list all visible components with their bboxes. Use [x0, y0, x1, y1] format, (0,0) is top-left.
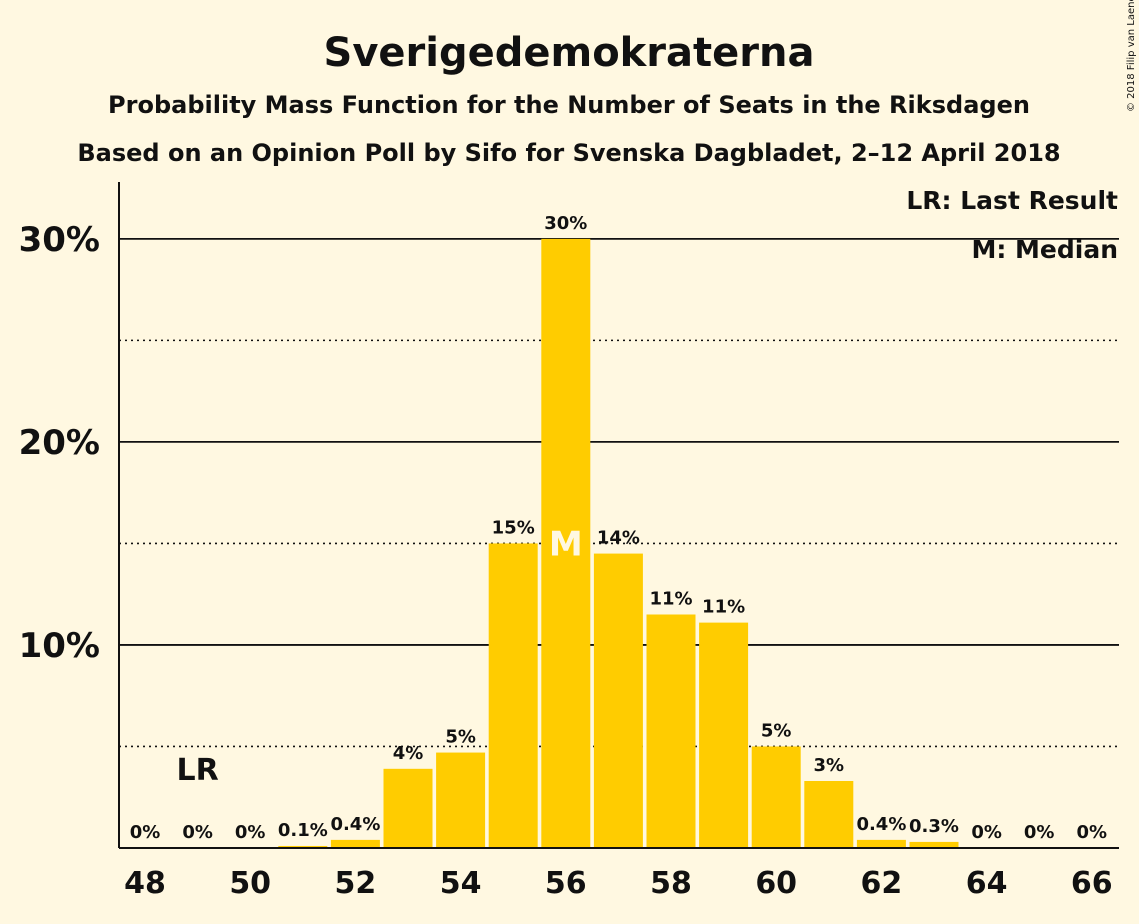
- data-label: 0.4%: [330, 814, 380, 835]
- data-label: 0%: [971, 822, 1002, 843]
- x-tick-label: 54: [440, 866, 482, 901]
- data-label: 4%: [393, 743, 424, 764]
- data-label: 5%: [761, 720, 792, 741]
- data-label: 0.3%: [909, 816, 959, 837]
- data-label: 15%: [492, 517, 535, 538]
- data-label: 3%: [814, 755, 845, 776]
- chart-subtitle-2: Based on an Opinion Poll by Sifo for Sve…: [77, 139, 1060, 167]
- x-tick-label: 66: [1071, 866, 1113, 901]
- x-tick-label: 62: [861, 866, 903, 901]
- bar: [751, 746, 801, 848]
- legend-median: M: Median: [971, 235, 1118, 264]
- y-tick-labels: 10% 20% 30%: [19, 220, 100, 666]
- bar: [804, 780, 854, 848]
- x-tick-label: 58: [650, 866, 692, 901]
- data-label: 0%: [235, 822, 266, 843]
- axes: [118, 182, 1119, 849]
- x-tick-label: 50: [229, 866, 271, 901]
- bar: [383, 768, 433, 848]
- y-tick-label: 30%: [19, 220, 100, 260]
- bar: [856, 839, 906, 848]
- data-label: 30%: [544, 213, 587, 234]
- data-label: 0.4%: [856, 814, 906, 835]
- bar: [699, 622, 749, 848]
- bar: [278, 845, 328, 848]
- data-label: 11%: [649, 588, 692, 609]
- copyright-text: © 2018 Filip van Laenen: [1126, 0, 1137, 112]
- x-tick-label: 60: [755, 866, 797, 901]
- data-label: 0%: [130, 822, 161, 843]
- data-label: 0.1%: [278, 820, 328, 841]
- data-label: 5%: [445, 727, 476, 748]
- y-tick-label: 20%: [19, 423, 100, 463]
- median-marker: M: [549, 524, 583, 564]
- x-tick-label: 64: [966, 866, 1008, 901]
- data-label: 0%: [1077, 822, 1108, 843]
- bar: [541, 238, 591, 849]
- legend-last-result: LR: Last Result: [906, 186, 1118, 215]
- y-tick-label: 10%: [19, 626, 100, 666]
- bar: [436, 752, 486, 848]
- chart-subtitle: Probability Mass Function for the Number…: [108, 91, 1030, 119]
- x-tick-label: 52: [335, 866, 377, 901]
- data-label: 0%: [182, 822, 213, 843]
- bar: [909, 841, 959, 848]
- bar: [330, 839, 380, 848]
- bar: [488, 543, 538, 848]
- data-label: 11%: [702, 597, 745, 618]
- data-label: 0%: [1024, 822, 1055, 843]
- x-tick-label: 48: [124, 866, 166, 901]
- bars: [278, 238, 959, 849]
- data-label: 14%: [597, 528, 640, 549]
- x-tick-labels: 48 50 52 54 56 58 60 62 64 66: [124, 866, 1113, 901]
- x-tick-label: 56: [545, 866, 587, 901]
- chart-title: Sverigedemokraterna: [324, 30, 815, 76]
- bar: [593, 553, 643, 848]
- last-result-marker: LR: [176, 753, 218, 788]
- bar: [646, 614, 696, 848]
- data-labels: 0% 0% 0% 0.1% 0.4%4%5%15%30%14%11% 11%5%3%0.4…: [130, 213, 1107, 843]
